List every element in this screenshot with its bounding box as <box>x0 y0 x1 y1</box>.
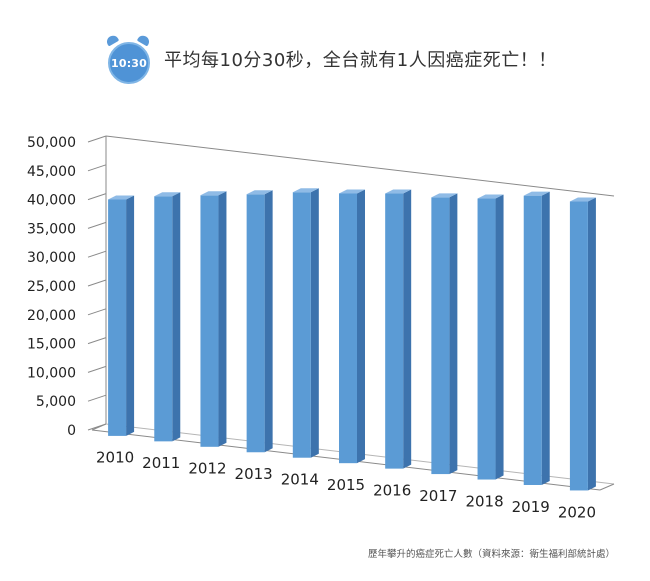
chart-header: 10:30 平均每10分30秒，全台就有1人因癌症死亡！！ <box>104 33 557 84</box>
bar-top <box>385 189 412 194</box>
bar <box>523 195 542 485</box>
bar-top <box>523 191 550 196</box>
page-title: 平均每10分30秒，全台就有1人因癌症死亡！！ <box>164 50 557 71</box>
x-axis-tick-labels: 2010 2011 2012 2013 2014 2015 2016 2017 2018 2019… <box>96 449 596 522</box>
y-tick-label: 5,000 <box>36 394 76 410</box>
bar-side <box>357 189 365 464</box>
bar-top <box>477 194 504 199</box>
y-tick-label: 20,000 <box>27 308 76 324</box>
bar <box>154 196 173 442</box>
x-tick-label: 2018 <box>465 492 503 510</box>
y-tick-mark <box>87 221 107 229</box>
bar-side <box>172 192 181 442</box>
bar <box>385 193 404 469</box>
y-tick-mark <box>87 423 107 431</box>
bar-top <box>339 189 365 194</box>
bar-top <box>569 197 596 202</box>
x-tick-label: 2020 <box>558 503 596 521</box>
bar-top <box>200 191 227 196</box>
bar-side <box>587 197 596 491</box>
y-tick-mark <box>87 250 107 258</box>
x-tick-label: 2017 <box>419 487 457 505</box>
y-tick-mark <box>87 164 107 172</box>
x-tick-label: 2019 <box>512 498 550 516</box>
bar-top <box>431 193 458 198</box>
bar-side <box>403 189 412 469</box>
bar-side <box>126 195 135 436</box>
y-tick-label: 40,000 <box>27 193 76 209</box>
bar <box>292 192 311 458</box>
bar-side <box>310 188 319 458</box>
bar <box>431 197 450 475</box>
x-tick-label: 2016 <box>373 481 411 499</box>
y-tick-label: 25,000 <box>27 279 76 295</box>
bar <box>339 193 357 464</box>
y-tick-mark <box>87 135 107 143</box>
y-tick-mark <box>87 365 107 373</box>
chart-bars <box>108 188 596 491</box>
y-tick-label: 10,000 <box>27 365 76 381</box>
source-note: 歷年攀升的癌症死亡人數（資料來源：衛生福利部統計處） <box>368 549 616 560</box>
bar <box>200 195 219 447</box>
bar <box>246 194 265 453</box>
bar-side <box>264 190 273 453</box>
bar-side <box>218 191 227 447</box>
bar-top <box>246 190 273 195</box>
alarm-clock-icon: 10:30 <box>104 33 152 84</box>
y-tick-label: 45,000 <box>27 164 76 180</box>
y-tick-label: 15,000 <box>27 337 76 353</box>
bar <box>569 201 588 491</box>
x-tick-label: 2013 <box>235 465 273 483</box>
y-tick-mark <box>87 337 107 345</box>
y-tick-mark <box>87 394 107 402</box>
y-tick-mark <box>87 193 107 201</box>
floor-right-edge <box>599 483 615 491</box>
back-wall-top-edge <box>105 135 615 197</box>
bar <box>108 199 127 436</box>
bar-side <box>495 194 504 480</box>
bar-top <box>154 192 181 197</box>
x-tick-label: 2014 <box>281 471 319 489</box>
x-tick-label: 2012 <box>188 460 226 478</box>
x-tick-label: 2010 <box>96 449 134 467</box>
y-axis-tick-labels: 0 5,000 10,000 15,000 20,000 25,000 30,000 35,0… <box>27 135 76 439</box>
y-tick-mark <box>87 279 107 287</box>
bar-side <box>449 193 458 475</box>
clock-face: 10:30 <box>108 42 150 84</box>
bar-top <box>108 195 135 200</box>
y-tick-label: 50,000 <box>27 135 76 151</box>
y-tick-label: 0 <box>67 423 76 439</box>
x-tick-label: 2015 <box>327 476 365 494</box>
bar <box>477 198 496 480</box>
y-tick-mark <box>87 308 107 316</box>
bar-top <box>292 188 319 193</box>
y-tick-label: 35,000 <box>27 221 76 237</box>
x-tick-label: 2011 <box>142 454 180 472</box>
y-tick-label: 30,000 <box>27 250 76 266</box>
clock-time: 10:30 <box>110 56 147 70</box>
bar-side <box>541 191 550 485</box>
